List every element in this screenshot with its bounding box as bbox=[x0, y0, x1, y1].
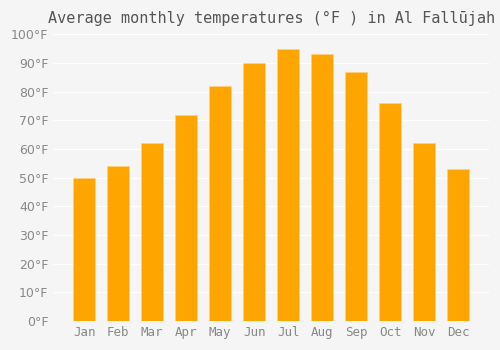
Bar bbox=[209, 86, 231, 321]
Bar bbox=[175, 114, 197, 321]
Title: Average monthly temperatures (°F ) in Al Fallūjah: Average monthly temperatures (°F ) in Al… bbox=[48, 11, 494, 26]
Bar bbox=[277, 49, 299, 321]
Bar bbox=[73, 178, 95, 321]
Bar bbox=[141, 143, 163, 321]
Bar bbox=[345, 71, 367, 321]
Bar bbox=[107, 166, 129, 321]
Bar bbox=[447, 169, 469, 321]
Bar bbox=[379, 103, 401, 321]
Bar bbox=[311, 54, 333, 321]
Bar bbox=[413, 143, 435, 321]
Bar bbox=[243, 63, 265, 321]
